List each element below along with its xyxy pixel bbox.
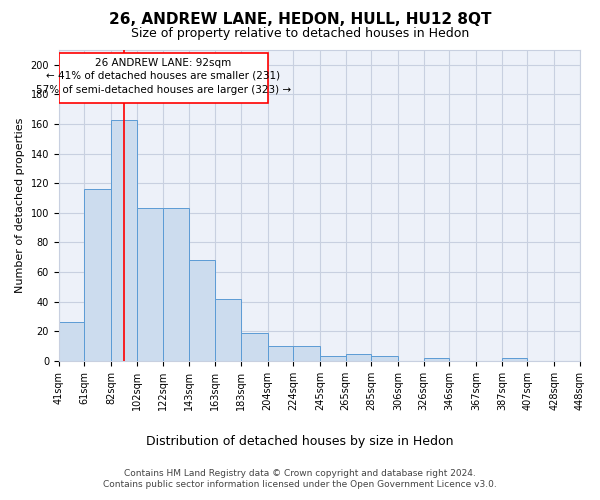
Bar (241, 333, 268, 361)
Bar (346, 354, 371, 361)
Bar (424, 358, 449, 361)
Text: Distribution of detached houses by size in Hedon: Distribution of detached houses by size … (146, 435, 454, 448)
Bar (190, 260, 215, 361)
Bar (371, 356, 398, 361)
Bar (502, 358, 527, 361)
Text: Contains HM Land Registry data © Crown copyright and database right 2024.: Contains HM Land Registry data © Crown c… (124, 468, 476, 477)
Text: Contains public sector information licensed under the Open Government Licence v3: Contains public sector information licen… (103, 480, 497, 489)
Bar (111, 120, 137, 361)
Text: 26, ANDREW LANE, HEDON, HULL, HU12 8QT: 26, ANDREW LANE, HEDON, HULL, HU12 8QT (109, 12, 491, 28)
Bar (59, 53, 268, 104)
Bar (163, 208, 190, 361)
Bar (85, 189, 111, 361)
Bar (215, 298, 241, 361)
Bar (268, 346, 293, 361)
Text: 26 ANDREW LANE: 92sqm: 26 ANDREW LANE: 92sqm (95, 58, 231, 68)
Bar (320, 356, 346, 361)
Text: Size of property relative to detached houses in Hedon: Size of property relative to detached ho… (131, 28, 469, 40)
Y-axis label: Number of detached properties: Number of detached properties (15, 118, 25, 293)
Bar (59, 322, 85, 361)
Bar (293, 346, 320, 361)
Text: 57% of semi-detached houses are larger (323) →: 57% of semi-detached houses are larger (… (35, 85, 291, 95)
Text: ← 41% of detached houses are smaller (231): ← 41% of detached houses are smaller (23… (46, 70, 280, 80)
Bar (137, 208, 163, 361)
